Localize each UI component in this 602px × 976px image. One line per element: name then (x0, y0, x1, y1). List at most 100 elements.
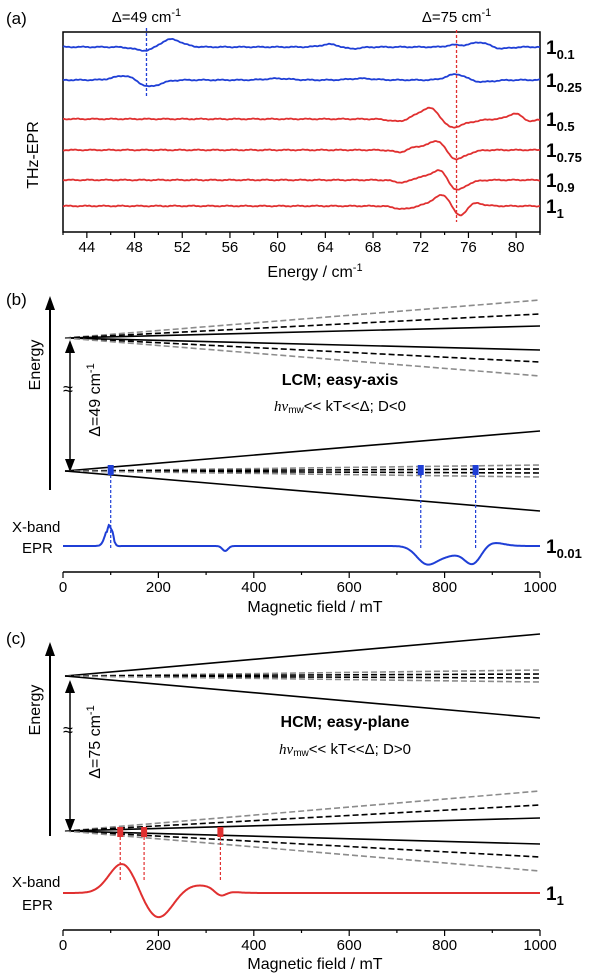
series-sub-a-3: 0.75 (557, 150, 582, 165)
energy-level-line (64, 830, 541, 872)
gap-arrow-bottom-c (65, 819, 75, 832)
tick-label-b: 0 (59, 579, 67, 596)
series-sub-a-0: 0.1 (557, 47, 575, 62)
tick-label-c: 800 (432, 937, 457, 954)
gap-label-c-sup: -1 (85, 705, 97, 715)
series-line-a-4 (62, 169, 540, 191)
annotation-text-a-0: Δ=49 cm-1 (112, 7, 181, 26)
energy-axis-label-c: Energy (27, 685, 44, 736)
energy-level-line (64, 313, 541, 339)
transition-marker-c-0 (117, 827, 124, 837)
gap-label-c-text: Δ=75 cm (87, 715, 104, 779)
x-ticks-a: 44 48 52 56 60 64 68 72 76 80 (62, 232, 541, 256)
axis-break-c: ≈ (63, 720, 73, 740)
tick-label-a: 80 (508, 239, 525, 256)
series-sub-a-1: 0.25 (557, 80, 582, 95)
tick-label-b: 800 (432, 579, 457, 596)
series-sub-b: 0.01 (557, 546, 582, 561)
series-label-c: 11 (546, 884, 564, 908)
series-sub-a-5: 1 (557, 206, 564, 221)
energy-level-line (64, 675, 541, 683)
tick-label-a: 52 (174, 239, 191, 256)
x-axis-label-a: Energy / cm-1 (267, 262, 362, 281)
x-axis-b: 0 200 400 600 800 1000 (59, 571, 557, 596)
energy-level-line (64, 817, 541, 832)
series-name-a-2: 10.5 (546, 110, 575, 134)
transition-marker-c-2 (217, 827, 224, 837)
energy-level-line (64, 325, 541, 339)
energy-axis-label-b: Energy (27, 340, 44, 391)
tick-label-b: 600 (337, 579, 362, 596)
gap-arrow-top-b (65, 340, 75, 353)
tick-label-c: 1000 (523, 937, 556, 954)
tick-label-a: 76 (460, 239, 477, 256)
trace-labels-a: 10.1 10.25 10.5 10.75 1 0.9 11 (546, 38, 582, 221)
energy-level-line (64, 470, 541, 512)
tick-label-c: 400 (241, 937, 266, 954)
tick-label-b: 200 (146, 579, 171, 596)
gap-label-b: Δ=49 cm-1 (85, 363, 104, 436)
series-name-a-3: 10.75 (546, 141, 582, 165)
energy-level-line (64, 790, 541, 832)
transition-marker-c-1 (141, 827, 148, 837)
series-sub-a-4: 0.9 (557, 180, 575, 195)
series-line-a-5 (62, 194, 540, 217)
energy-level-line (64, 669, 541, 677)
series-name-c: 11 (546, 884, 564, 908)
trace-label-c-2: EPR (22, 897, 53, 914)
tick-label-b: 1000 (523, 579, 556, 596)
energy-level-line (64, 470, 541, 474)
energy-level-line (64, 337, 541, 351)
panel-b: (b) Energy ≈ Δ=49 cm-1 LCM; easy-axis hv… (6, 290, 582, 616)
condition-c-sub: mw (293, 748, 309, 759)
energy-level-line (64, 337, 541, 363)
series-label-b: 10.01 (546, 537, 582, 561)
epr-series-line-c (63, 863, 540, 919)
annotation-text-a-1: Δ=75 cm-1 (422, 7, 491, 26)
tick-label-b: 400 (241, 579, 266, 596)
series-name-b: 10.01 (546, 537, 582, 561)
gap-arrow-top-c (65, 680, 75, 693)
series-line-a-2 (63, 106, 540, 129)
traces-a (62, 37, 541, 217)
axis-break-b: ≈ (63, 379, 73, 399)
panel-label-a: (a) (6, 9, 27, 28)
gap-label-b-sup: -1 (85, 363, 97, 373)
series-line-a-3 (62, 140, 541, 161)
series-name-a-5: 11 (546, 197, 564, 221)
condition-c: hvmw<< kT<<Δ; D>0 (279, 741, 411, 759)
energy-level-line (64, 804, 541, 832)
series-name-a-1: 10.25 (546, 71, 582, 95)
energy-level-line (64, 299, 541, 339)
gap-label-c: Δ=75 cm-1 (85, 705, 104, 778)
epr-series-line-b (63, 523, 540, 566)
x-axis-label-a-text: Energy / cm (267, 264, 352, 281)
transition-marker-b-0 (107, 465, 114, 475)
energy-level-line (64, 830, 541, 845)
energy-level-line (64, 468, 541, 472)
tick-label-c: 200 (146, 937, 171, 954)
tick-label-a: 44 (79, 239, 96, 256)
gap-arrow-bottom-b (65, 459, 75, 472)
annotations-a: Δ=49 cm-1 Δ=75 cm-1 (112, 7, 491, 222)
transition-marker-b-1 (417, 465, 424, 475)
plot-frame-a (62, 31, 541, 233)
tick-label-a: 64 (317, 239, 334, 256)
energy-level-line (64, 633, 541, 677)
energy-level-line (64, 464, 541, 472)
series-line-a-0 (62, 37, 540, 52)
condition-b-sub: mw (288, 405, 304, 416)
transitions-b (107, 465, 479, 548)
trace-label-b-2: EPR (22, 540, 53, 557)
series-name-a-0: 10.1 (546, 38, 575, 62)
condition-c-rest: << kT<<Δ; D>0 (309, 741, 411, 758)
energy-level-line (64, 430, 541, 472)
y-axis-label-a: THz-EPR (25, 121, 42, 189)
panel-c: (c) Energy ≈ Δ=75 cm-1 HCM; easy-plane h… (6, 629, 564, 973)
trace-label-b-1: X-band (12, 519, 60, 536)
x-axis-label-a-sup: -1 (353, 262, 363, 274)
series-sub-a-2: 0.5 (557, 119, 575, 134)
epr-trace-b (63, 523, 540, 566)
tick-label-a: 60 (269, 239, 286, 256)
